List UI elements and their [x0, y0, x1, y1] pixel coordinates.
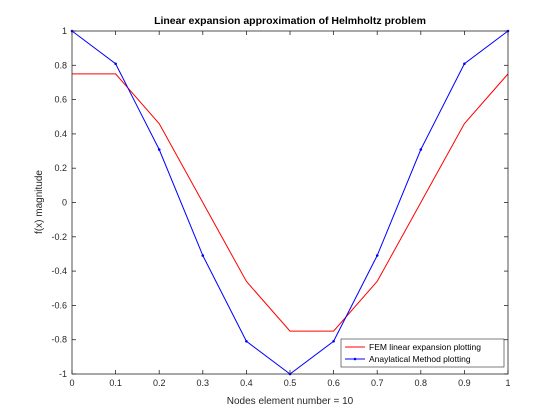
y-tick-label: -0.6 — [51, 300, 67, 310]
series-2-point — [463, 62, 466, 66]
y-tick-label: -1 — [59, 369, 67, 379]
x-tick-label: 0.5 — [284, 378, 297, 388]
y-tick-label: 0 — [62, 198, 67, 208]
plot-box — [71, 30, 509, 375]
series-2-point — [114, 62, 117, 66]
series-line-1 — [72, 73, 509, 332]
plot-area — [72, 31, 508, 374]
x-tick-label: 0 — [69, 378, 74, 388]
series-2-point — [375, 254, 379, 257]
x-tick-label: 0.8 — [415, 378, 428, 388]
tick-labels: 0 0.1 0.2 0.3 0.4 0.5 0.6 0.7 0.8 0.9 1 -1 -0.8 -0.6 -… — [51, 26, 510, 388]
legend-label-1: FEM linear expansion plotting — [369, 342, 481, 352]
x-tick-label: 0.7 — [371, 378, 384, 388]
y-tick-label: -0.8 — [51, 335, 67, 345]
y-tick-label: 0.8 — [54, 60, 67, 70]
x-tick-label: 0.6 — [327, 378, 340, 388]
series-2-point — [419, 148, 423, 151]
x-tick-label: 0.2 — [153, 378, 166, 388]
y-tick-label: 0.6 — [54, 95, 67, 105]
x-tick-label: 0.1 — [109, 378, 122, 388]
x-tick-label: 1 — [505, 378, 510, 388]
series-2-point — [332, 339, 335, 343]
x-tick-label: 0.4 — [240, 378, 253, 388]
x-tick-label: 0.9 — [458, 378, 471, 388]
chart-title: Linear expansion approximation of Helmho… — [154, 15, 426, 27]
y-tick-label: 0.2 — [54, 163, 67, 173]
legend-marker-2 — [353, 357, 357, 361]
legend-box — [340, 338, 505, 368]
series-2-point — [157, 148, 161, 151]
y-tick-label: 0.4 — [54, 129, 67, 139]
series-2-point — [201, 254, 205, 257]
y-tick-label: -0.2 — [51, 232, 67, 242]
legend-label-2: Anaylatical Method plotting — [369, 354, 471, 364]
y-tick-label: -0.4 — [51, 266, 67, 276]
legend: FEM linear expansion plotting Anaylatical… — [340, 338, 505, 368]
y-axis-label: f(x) magnitude — [34, 170, 45, 234]
x-axis-label: Nodes element number = 10 — [227, 396, 354, 407]
x-tick-label: 0.3 — [197, 378, 210, 388]
series-2-point — [245, 339, 248, 343]
y-tick-label: 1 — [62, 26, 67, 36]
